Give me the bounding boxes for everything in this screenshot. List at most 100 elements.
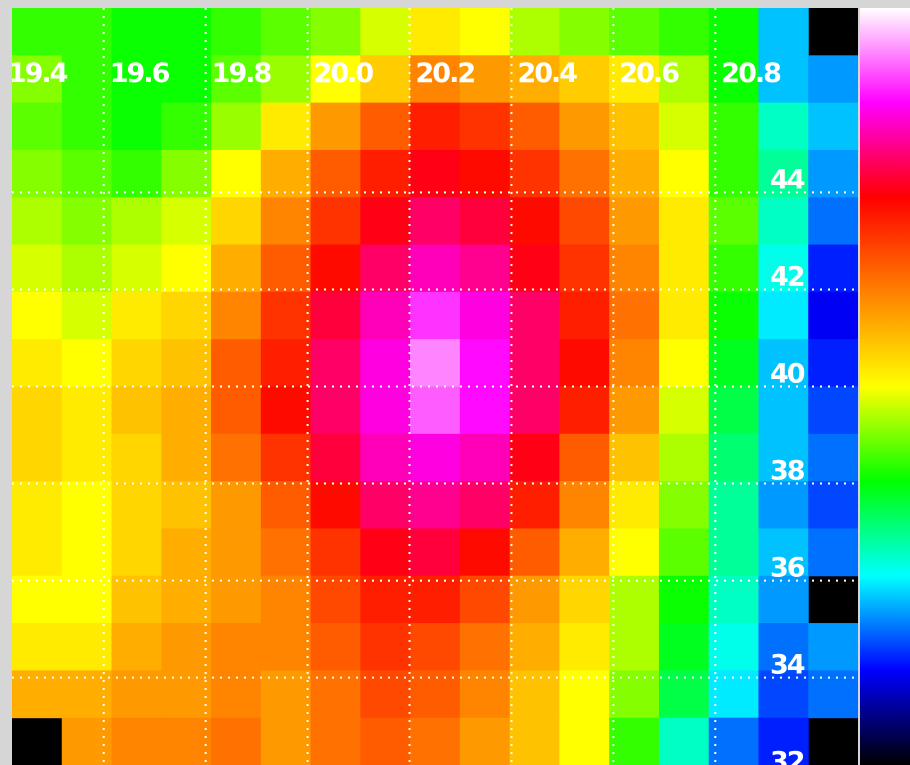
cell	[459, 291, 511, 340]
cell	[161, 433, 212, 482]
cell	[658, 717, 710, 765]
cell	[609, 717, 660, 765]
cell	[161, 149, 212, 198]
cell	[808, 55, 858, 104]
cell	[111, 197, 162, 246]
y-tick-label: 42	[770, 261, 804, 292]
cell	[161, 386, 212, 435]
cell	[509, 102, 560, 151]
cell	[61, 623, 113, 671]
cell	[211, 623, 262, 671]
cell	[609, 197, 660, 246]
cell	[360, 102, 411, 151]
cell	[410, 149, 461, 198]
cell	[260, 717, 312, 765]
cell	[758, 433, 809, 482]
cell	[12, 55, 63, 104]
cell	[758, 291, 809, 340]
cell	[708, 339, 759, 387]
cell	[509, 386, 560, 435]
cell	[708, 102, 759, 151]
cell	[12, 8, 63, 56]
cell	[111, 386, 162, 435]
x-tick-label: 20.4	[517, 58, 577, 89]
cell	[111, 481, 162, 529]
cell	[12, 339, 63, 387]
cell	[360, 717, 411, 765]
cell	[161, 244, 212, 293]
cell	[808, 339, 858, 387]
cell	[360, 481, 411, 529]
cell	[758, 575, 809, 624]
cell	[808, 244, 858, 293]
cell	[559, 670, 610, 719]
cell	[310, 433, 361, 482]
cell	[211, 481, 262, 529]
cell	[559, 291, 610, 340]
cell	[609, 670, 660, 719]
cell	[708, 481, 759, 529]
cell	[758, 8, 809, 56]
cell	[559, 575, 610, 624]
cell	[61, 55, 113, 104]
cell	[12, 291, 63, 340]
cell	[658, 197, 710, 246]
cell	[61, 197, 113, 246]
cell	[609, 623, 660, 671]
cell	[161, 623, 212, 671]
cell	[61, 291, 113, 340]
cell	[12, 433, 63, 482]
cell	[61, 575, 113, 624]
cell	[410, 433, 461, 482]
cell	[111, 433, 162, 482]
cell	[609, 433, 660, 482]
x-tick-label: 20.2	[416, 58, 475, 89]
cell	[111, 717, 162, 765]
cell	[161, 717, 212, 765]
cell	[808, 102, 858, 151]
cell	[360, 8, 411, 56]
cell	[708, 528, 759, 577]
cell	[211, 244, 262, 293]
cell	[61, 102, 113, 151]
cell	[410, 102, 461, 151]
cell	[12, 481, 63, 529]
cell	[211, 528, 262, 577]
cell	[111, 575, 162, 624]
cell	[410, 55, 461, 104]
cell	[211, 291, 262, 340]
cell	[111, 55, 162, 104]
cell	[609, 244, 660, 293]
cell	[658, 8, 710, 56]
colorbar	[860, 8, 910, 765]
x-tick-label: 20.6	[619, 58, 679, 89]
cell	[260, 244, 312, 293]
cell	[410, 8, 461, 56]
cell	[161, 575, 212, 624]
cell	[410, 197, 461, 246]
cell	[808, 386, 858, 435]
cell	[559, 528, 610, 577]
cell	[459, 575, 511, 624]
cell	[260, 197, 312, 246]
x-tick-label: 19.4	[8, 58, 68, 89]
cell	[111, 8, 162, 56]
cell	[260, 8, 312, 56]
cell	[360, 433, 411, 482]
cell	[708, 623, 759, 671]
cell	[111, 102, 162, 151]
cell	[360, 197, 411, 246]
cell	[12, 197, 63, 246]
cell	[161, 55, 212, 104]
cell	[559, 55, 610, 104]
cell	[111, 623, 162, 671]
cell	[509, 433, 560, 482]
cell	[360, 149, 411, 198]
cell	[360, 339, 411, 387]
cell	[758, 339, 809, 387]
cell	[509, 623, 560, 671]
cell	[808, 433, 858, 482]
cell	[310, 102, 361, 151]
cell	[559, 339, 610, 387]
cell	[758, 481, 809, 529]
